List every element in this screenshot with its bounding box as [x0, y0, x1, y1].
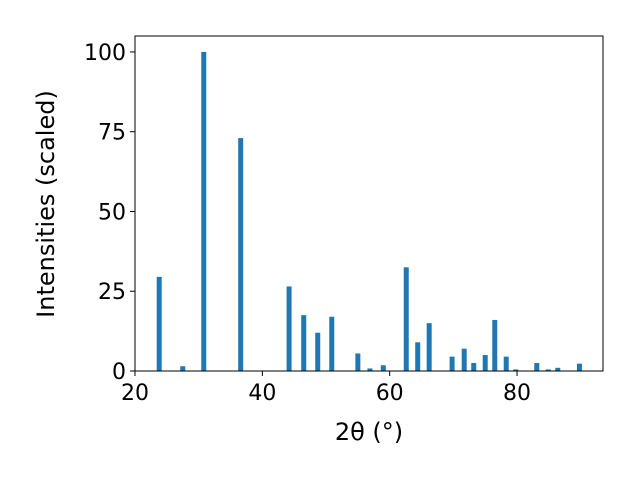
- bar: [315, 332, 321, 371]
- bar: [403, 267, 409, 371]
- bar: [238, 138, 244, 371]
- x-tick-label: 60: [376, 381, 404, 406]
- plot-frame: [134, 35, 604, 372]
- x-tick-label: 40: [248, 381, 276, 406]
- bar: [545, 369, 551, 371]
- bar: [367, 368, 373, 371]
- bar: [482, 355, 488, 371]
- bar: [415, 342, 421, 371]
- bar: [355, 353, 361, 371]
- bar: [301, 315, 307, 371]
- bar: [156, 276, 162, 371]
- bar: [329, 316, 335, 371]
- bar: [180, 366, 186, 371]
- bar: [461, 348, 467, 371]
- bar: [201, 51, 207, 371]
- y-tick-label: 0: [112, 360, 126, 385]
- bar: [380, 365, 386, 371]
- bar: [576, 363, 582, 371]
- y-tick-label: 25: [98, 280, 126, 305]
- x-tick-label: 80: [503, 381, 531, 406]
- y-tick-label: 50: [98, 200, 126, 225]
- bar: [534, 363, 540, 371]
- x-tick-label: 20: [121, 381, 149, 406]
- y-tick-label: 75: [98, 121, 126, 146]
- bar: [555, 367, 561, 371]
- x-axis-label: 2θ (°): [335, 418, 403, 446]
- bar: [286, 286, 292, 371]
- bar: [471, 363, 477, 371]
- y-axis-label: Intensities (scaled): [32, 90, 60, 318]
- bar: [513, 369, 519, 371]
- y-tick-label: 100: [84, 41, 126, 66]
- bar: [492, 319, 498, 371]
- bar: [503, 356, 509, 371]
- bar: [426, 323, 432, 371]
- bar: [449, 356, 455, 371]
